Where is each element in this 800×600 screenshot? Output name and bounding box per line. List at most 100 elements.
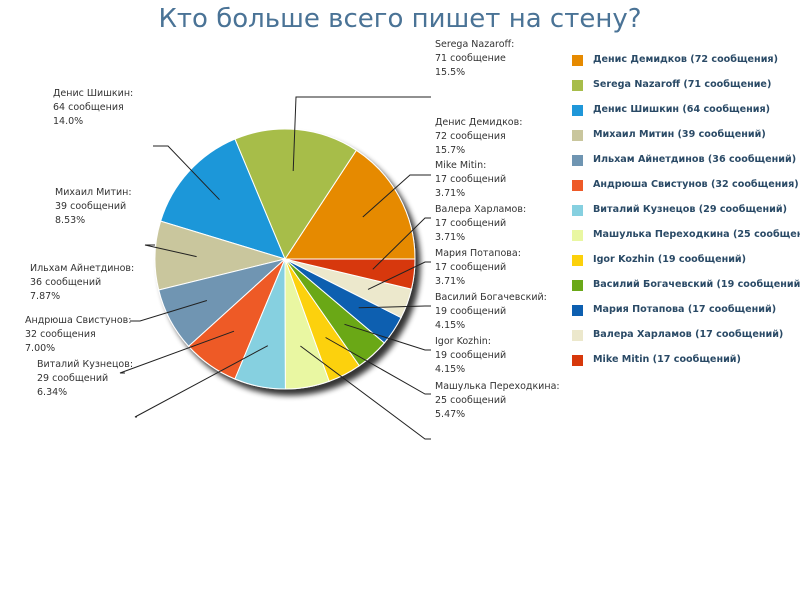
legend-item: Машулька Переходкина (25 сообщен: [572, 229, 800, 254]
legend-label: Валера Харламов (17 сообщений): [593, 329, 784, 340]
legend-label: Виталий Кузнецов (29 сообщений): [593, 204, 788, 215]
slice-label: 19 сообщений: [435, 306, 506, 317]
slice-label: 71 сообщение: [435, 53, 506, 64]
slice-label: 3.71%: [435, 276, 465, 287]
leader-line: [367, 261, 431, 290]
legend-label: Ильхам Айнетдинов (36 сообщений): [593, 154, 797, 165]
slice-label: 6.34%: [37, 387, 67, 398]
legend-label: Михаил Митин (39 сообщений): [593, 129, 766, 140]
slice-label: 7.87%: [30, 291, 60, 302]
slice-label: 15.7%: [435, 145, 465, 156]
legend-item: Ильхам Айнетдинов (36 сообщений): [572, 154, 800, 179]
slice-label: 14.0%: [53, 116, 83, 127]
legend-item: Денис Шишкин (64 сообщения): [572, 104, 800, 129]
slice-label: 36 сообщений: [30, 277, 101, 288]
slice-label: 8.53%: [55, 215, 85, 226]
leader-line: [300, 345, 431, 440]
legend-swatch: [572, 80, 583, 91]
leader-line: [292, 96, 431, 172]
leader-line: [362, 174, 431, 218]
slice-label: 4.15%: [435, 364, 465, 375]
legend-label: Денис Демидков (72 сообщения): [593, 54, 778, 65]
slice-label: Ильхам Айнетдинов:: [30, 263, 134, 274]
legend-swatch: [572, 155, 583, 166]
legend-label: Мария Потапова (17 сообщений): [593, 304, 777, 315]
slice-label: Виталий Кузнецов:: [37, 359, 133, 370]
legend-swatch: [572, 105, 583, 116]
legend-item: Мария Потапова (17 сообщений): [572, 304, 800, 329]
slice-label: 17 сообщений: [435, 218, 506, 229]
slice-label: Денис Шишкин:: [53, 88, 133, 99]
legend-item: Serega Nazaroff (71 сообщение): [572, 79, 800, 104]
slice-labels: Денис Демидков: 72 сообщения 15.7% Serega N…: [25, 39, 560, 420]
slice-label: 5.47%: [435, 409, 465, 420]
legend-item: Денис Демидков (72 сообщения): [572, 54, 800, 79]
slice-label: 3.71%: [435, 232, 465, 243]
legend-swatch: [572, 330, 583, 341]
leader-line: [119, 330, 235, 374]
legend-label: Денис Шишкин (64 сообщения): [593, 104, 771, 115]
slice-label: 15.5%: [435, 67, 465, 78]
legend-label: Андрюша Свистунов (32 сообщения): [593, 179, 799, 190]
legend-item: Виталий Кузнецов (29 сообщений): [572, 204, 800, 229]
slice-label: Mike Mitin:: [435, 160, 486, 171]
pie-slice: [284, 258, 416, 290]
slice-label: Денис Демидков:: [435, 117, 522, 128]
leader-line: [130, 300, 208, 322]
slice-label: 19 сообщений: [435, 350, 506, 361]
leader-line: [372, 217, 431, 270]
pie-slice: [234, 128, 358, 261]
leader-line: [344, 323, 431, 351]
leader-line: [153, 145, 220, 201]
slice-label: 25 сообщений: [435, 395, 506, 406]
legend-swatch: [572, 305, 583, 316]
legend-swatch: [572, 180, 583, 191]
legend: Денис Демидков (72 сообщения) Serega Naza…: [572, 54, 800, 379]
legend-item: Mike Mitin (17 сообщений): [572, 354, 800, 379]
legend-label: Машулька Переходкина (25 сообщен: [593, 229, 800, 240]
legend-swatch: [572, 280, 583, 291]
legend-swatch: [572, 55, 583, 66]
slice-label: 4.15%: [435, 320, 465, 331]
legend-swatch: [572, 130, 583, 141]
legend-item: Андрюша Свистунов (32 сообщения): [572, 179, 800, 204]
pie-slices: [154, 128, 416, 390]
legend-label: Mike Mitin (17 сообщений): [593, 354, 741, 365]
slice-label: 39 сообщений: [55, 201, 126, 212]
leader-lines: [119, 96, 431, 440]
slice-label: Serega Nazaroff:: [435, 39, 514, 50]
slice-label: 3.71%: [435, 188, 465, 199]
slice-label: 29 сообщений: [37, 373, 108, 384]
slice-label: Igor Kozhin:: [435, 336, 491, 347]
slice-label: 17 сообщений: [435, 174, 506, 185]
slice-label: Мария Потапова:: [435, 248, 521, 259]
slice-label: 32 сообщения: [25, 329, 96, 340]
slice-label: Михаил Митин:: [55, 187, 132, 198]
slice-label: Валера Харламов:: [435, 204, 526, 215]
legend-label: Василий Богачевский (19 сообщений): [593, 279, 800, 290]
leader-line: [144, 244, 197, 258]
chart-title: Кто больше всего пишет на стену?: [158, 4, 642, 34]
slice-label: 72 сообщения: [435, 131, 506, 142]
legend-item: Igor Kozhin (19 сообщений): [572, 254, 800, 279]
pie-slice: [160, 138, 286, 260]
slice-label: Машулька Переходкина:: [435, 381, 560, 392]
leader-line: [325, 337, 431, 395]
legend-swatch: [572, 205, 583, 216]
pie-slice: [284, 149, 416, 260]
legend-item: Михаил Митин (39 сообщений): [572, 129, 800, 154]
legend-swatch: [572, 255, 583, 266]
legend-label: Igor Kozhin (19 сообщений): [593, 254, 747, 265]
legend-item: Валера Харламов (17 сообщений): [572, 329, 800, 354]
leader-line: [358, 305, 431, 309]
slice-label: Андрюша Свистунов:: [25, 315, 131, 326]
slice-label: 7.00%: [25, 343, 55, 354]
legend-item: Василий Богачевский (19 сообщений): [572, 279, 800, 304]
slice-label: 17 сообщений: [435, 262, 506, 273]
legend-swatch: [572, 355, 583, 366]
legend-swatch: [572, 230, 583, 241]
leader-line: [134, 345, 269, 418]
legend-label: Serega Nazaroff (71 сообщение): [593, 79, 772, 90]
slice-label: 64 сообщения: [53, 102, 124, 113]
